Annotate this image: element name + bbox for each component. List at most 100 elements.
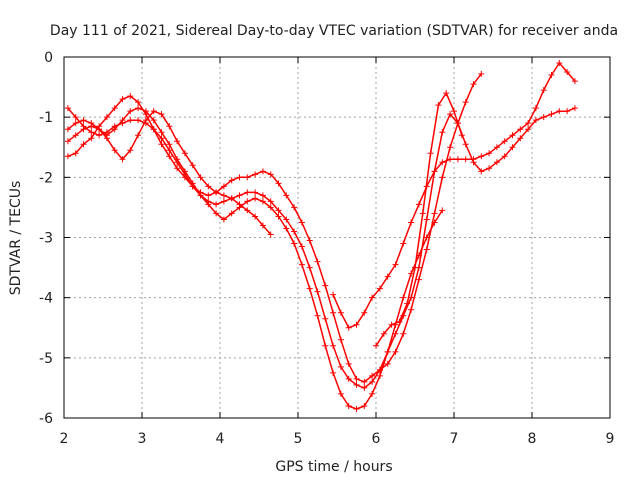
data-point: [373, 342, 379, 349]
data-point: [96, 126, 103, 133]
data-point: [64, 105, 71, 112]
data-point: [103, 114, 110, 121]
data-point: [462, 99, 469, 106]
data-point: [501, 138, 508, 145]
data-point: [556, 60, 563, 67]
data-point: [400, 240, 407, 247]
data-point: [322, 282, 329, 289]
data-point: [64, 153, 71, 160]
data-point: [166, 147, 173, 154]
data-point: [571, 78, 578, 85]
data-point: [197, 192, 204, 199]
data-point: [80, 126, 87, 133]
data-point: [88, 135, 95, 142]
data-point: [443, 90, 450, 97]
data-point: [415, 201, 422, 208]
data-point: [166, 141, 173, 148]
series-arc-1: [64, 70, 485, 385]
data-point: [408, 306, 415, 313]
data-point: [283, 225, 290, 232]
series-arc-5: [330, 60, 578, 331]
data-point: [205, 198, 212, 205]
data-point: [454, 156, 461, 163]
data-point: [213, 189, 220, 196]
data-point: [72, 114, 79, 121]
data-point: [244, 189, 251, 196]
data-point: [283, 192, 290, 199]
data-point: [72, 120, 79, 127]
data-point: [571, 105, 578, 112]
data-point: [376, 372, 383, 379]
data-point: [380, 330, 387, 337]
data-point: [435, 102, 442, 109]
data-point: [111, 147, 118, 154]
data-point: [345, 402, 352, 409]
data-point: [252, 195, 259, 202]
data-point: [548, 72, 555, 79]
data-point: [447, 144, 454, 151]
data-point: [376, 366, 383, 373]
series-line: [67, 73, 482, 383]
data-point: [353, 381, 360, 388]
data-point: [361, 384, 368, 391]
data-point: [205, 183, 212, 190]
data-point: [361, 309, 368, 316]
data-series: [64, 60, 578, 412]
data-point: [478, 168, 485, 175]
data-point: [267, 171, 274, 178]
data-point: [369, 294, 376, 301]
data-point: [478, 153, 485, 160]
data-point: [205, 192, 212, 199]
data-point: [427, 150, 434, 157]
data-point: [259, 168, 266, 175]
y-tick-label: -4: [39, 291, 53, 307]
data-point: [111, 123, 118, 130]
data-point: [174, 165, 181, 172]
data-point: [236, 174, 243, 181]
data-point: [298, 261, 305, 268]
data-point: [337, 309, 344, 316]
data-point: [493, 159, 500, 166]
data-point: [228, 195, 235, 202]
data-point: [220, 192, 227, 199]
data-point: [369, 378, 376, 385]
data-point: [470, 156, 477, 163]
data-point: [127, 147, 134, 154]
data-point: [369, 390, 376, 397]
series-arc-6: [373, 90, 465, 349]
data-point: [72, 132, 79, 139]
data-point: [119, 96, 126, 103]
data-point: [96, 132, 103, 139]
data-point: [353, 321, 360, 328]
data-point: [158, 135, 165, 142]
data-point: [322, 315, 329, 322]
data-point: [88, 123, 95, 130]
data-point: [353, 375, 360, 382]
data-point: [369, 372, 376, 379]
data-point: [540, 87, 547, 94]
data-point: [283, 216, 290, 223]
data-point: [564, 108, 571, 115]
x-tick-label: 8: [528, 431, 537, 447]
data-point: [451, 108, 457, 115]
data-point: [548, 111, 555, 118]
x-tick-label: 7: [450, 431, 459, 447]
data-point: [392, 348, 399, 355]
data-point: [419, 210, 426, 217]
data-point: [174, 159, 181, 166]
data-point: [447, 156, 454, 163]
data-point: [345, 375, 352, 382]
series-arc-3: [64, 105, 578, 391]
data-point: [158, 111, 165, 118]
data-point: [103, 129, 110, 136]
data-point: [275, 180, 282, 187]
data-point: [392, 330, 399, 337]
data-point: [322, 342, 329, 349]
data-point: [431, 219, 438, 226]
data-point: [220, 216, 227, 223]
data-point: [330, 309, 337, 316]
data-point: [306, 285, 313, 292]
data-point: [88, 129, 95, 136]
data-point: [72, 150, 79, 157]
series-arc-2: [64, 105, 446, 412]
